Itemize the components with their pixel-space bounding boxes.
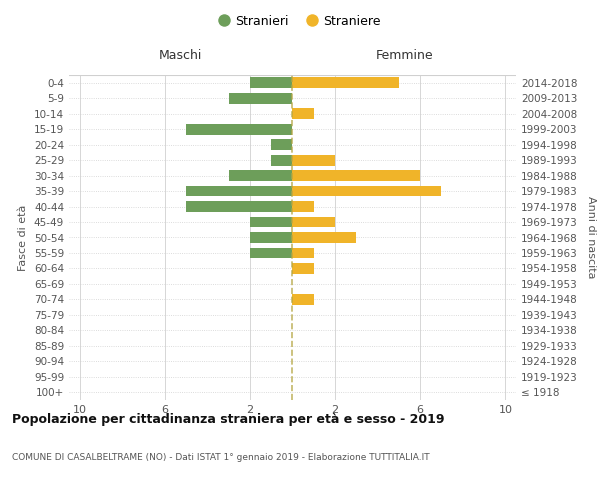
Legend: Stranieri, Straniere: Stranieri, Straniere: [215, 11, 385, 32]
Bar: [292, 263, 314, 274]
Bar: [292, 108, 314, 119]
Bar: [271, 154, 292, 166]
Bar: [292, 294, 314, 305]
Bar: [250, 248, 292, 258]
Text: Popolazione per cittadinanza straniera per età e sesso - 2019: Popolazione per cittadinanza straniera p…: [12, 412, 445, 426]
Bar: [186, 186, 292, 196]
Bar: [250, 216, 292, 228]
Bar: [292, 78, 399, 88]
Bar: [250, 232, 292, 243]
Bar: [250, 78, 292, 88]
Bar: [292, 216, 335, 228]
Y-axis label: Anni di nascita: Anni di nascita: [586, 196, 596, 279]
Bar: [292, 201, 314, 212]
Bar: [229, 93, 292, 104]
Bar: [292, 154, 335, 166]
Text: Maschi: Maschi: [159, 49, 202, 62]
Bar: [186, 124, 292, 134]
Bar: [292, 170, 420, 181]
Bar: [186, 201, 292, 212]
Bar: [292, 248, 314, 258]
Y-axis label: Fasce di età: Fasce di età: [19, 204, 28, 270]
Text: COMUNE DI CASALBELTRAME (NO) - Dati ISTAT 1° gennaio 2019 - Elaborazione TUTTITA: COMUNE DI CASALBELTRAME (NO) - Dati ISTA…: [12, 452, 430, 462]
Bar: [292, 232, 356, 243]
Text: Femmine: Femmine: [376, 49, 433, 62]
Bar: [292, 186, 442, 196]
Bar: [271, 139, 292, 150]
Bar: [229, 170, 292, 181]
